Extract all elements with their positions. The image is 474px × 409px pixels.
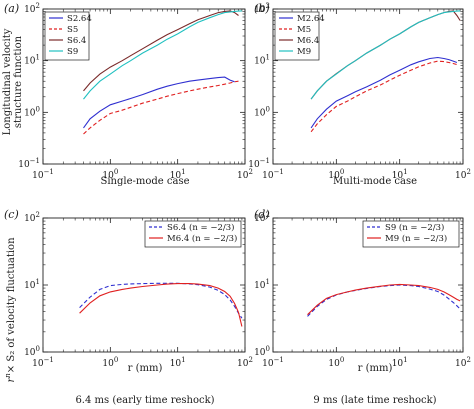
panel-c-label: (c) bbox=[4, 208, 19, 221]
legend: S6.4 (n = −2/3)M6.4 (n = −2/3) bbox=[144, 220, 242, 248]
series-line-S5 bbox=[83, 80, 239, 135]
x-tick-label: 101 bbox=[392, 356, 408, 369]
y-axis-label-bottom-r: r bbox=[6, 377, 17, 383]
plot-frame bbox=[42, 8, 246, 165]
svg-text:rn× S₂ of velocity fluctuation: rn× S₂ of velocity fluctuation bbox=[4, 237, 17, 383]
caption-b: Multi-mode case bbox=[333, 176, 417, 187]
x-tick-label: 101 bbox=[170, 356, 186, 369]
legend-box bbox=[274, 11, 320, 61]
series-line-S6.4 bbox=[83, 10, 239, 92]
legend-box bbox=[44, 11, 90, 61]
legend-label-S9: S9 bbox=[67, 47, 78, 57]
x-axis-label-d: r (mm) bbox=[358, 363, 393, 374]
y-tick-label: 10−1 bbox=[18, 157, 40, 170]
panel-d-label: (d) bbox=[254, 208, 270, 221]
legend-label-M9: M9 bbox=[297, 47, 311, 57]
series-line-M2.64 bbox=[310, 56, 458, 129]
y-tick-label: 100 bbox=[254, 345, 270, 358]
y-axis-label-bottom-n: n bbox=[4, 373, 12, 378]
y-axis-label-top-line1: Longitudinal velocity bbox=[2, 28, 13, 135]
series-line-M5 bbox=[310, 60, 458, 133]
caption-a: Single-mode case bbox=[101, 176, 190, 187]
legend-label-M9: M9 (n = −2/3) bbox=[385, 233, 447, 244]
series-line-S2.64 bbox=[83, 76, 235, 129]
legend-label-M5: M5 bbox=[297, 25, 311, 35]
x-axis-label-c: r (mm) bbox=[128, 363, 163, 374]
y-axis-label-top: Longitudinal velocity structure function bbox=[2, 28, 24, 135]
y-tick-label: 101 bbox=[254, 54, 270, 67]
y-tick-label: 101 bbox=[24, 54, 40, 67]
legend-label-M6.4: M6.4 bbox=[297, 36, 319, 46]
legend-label-S5: S5 bbox=[67, 25, 78, 35]
y-tick-label: 102 bbox=[24, 2, 40, 15]
legend-label-M6.4: M6.4 (n = −2/3) bbox=[167, 233, 237, 244]
legend-box bbox=[144, 220, 242, 248]
y-tick-label: 10−1 bbox=[248, 157, 270, 170]
y-tick-label: 102 bbox=[24, 211, 40, 224]
x-tick-label: 101 bbox=[392, 168, 408, 181]
caption-c: 6.4 ms (early time reshock) bbox=[75, 395, 214, 406]
y-tick-label: 102 bbox=[254, 211, 270, 224]
x-tick-label: 10−1 bbox=[262, 356, 284, 369]
legend-label-S2.64: S2.64 bbox=[67, 14, 92, 24]
x-tick-label: 102 bbox=[455, 356, 471, 369]
series-line-M6.4 bbox=[79, 283, 243, 327]
x-tick-label: 100 bbox=[328, 356, 344, 369]
legend-label-S6.4: S6.4 (n = −2/3) bbox=[167, 222, 234, 233]
series-line-M6.4 bbox=[310, 10, 461, 100]
x-tick-label: 102 bbox=[237, 168, 253, 181]
y-tick-label: 102 bbox=[254, 2, 270, 15]
legend-box bbox=[362, 220, 460, 248]
x-tick-label: 10−1 bbox=[262, 168, 284, 181]
y-tick-label: 100 bbox=[254, 105, 270, 118]
series-line-S6.4 bbox=[79, 282, 243, 319]
y-axis-label-top-line2: structure function bbox=[13, 35, 24, 128]
legend-label-S9: S9 (n = −2/3) bbox=[385, 222, 444, 233]
y-tick-label: 100 bbox=[24, 345, 40, 358]
legend: S9 (n = −2/3)M9 (n = −2/3) bbox=[362, 220, 460, 248]
series-line-S9 bbox=[83, 10, 242, 100]
y-tick-label: 101 bbox=[24, 278, 40, 291]
x-tick-label: 10−1 bbox=[32, 168, 54, 181]
panel-a-label: (a) bbox=[4, 2, 19, 15]
series-line-M9 bbox=[310, 10, 461, 100]
x-tick-label: 100 bbox=[328, 168, 344, 181]
x-tick-label: 10−1 bbox=[32, 356, 54, 369]
x-tick-label: 102 bbox=[237, 356, 253, 369]
x-tick-label: 101 bbox=[170, 168, 186, 181]
y-axis-label-bottom-rest: × S₂ of velocity fluctuation bbox=[6, 237, 17, 373]
caption-d: 9 ms (late time reshock) bbox=[313, 395, 436, 406]
y-axis-label-bottom: rn× S₂ of velocity fluctuation bbox=[4, 237, 17, 383]
legend-label-M2.64: M2.64 bbox=[297, 14, 325, 24]
x-tick-label: 100 bbox=[102, 356, 118, 369]
y-tick-label: 101 bbox=[254, 278, 270, 291]
x-tick-label: 102 bbox=[455, 168, 471, 181]
legend-label-S6.4: S6.4 bbox=[67, 36, 86, 46]
panel-b-label: (b) bbox=[254, 2, 270, 15]
x-tick-label: 100 bbox=[102, 168, 118, 181]
plot-frame bbox=[272, 8, 464, 165]
y-tick-label: 100 bbox=[24, 105, 40, 118]
series-line-M9 bbox=[307, 283, 461, 316]
